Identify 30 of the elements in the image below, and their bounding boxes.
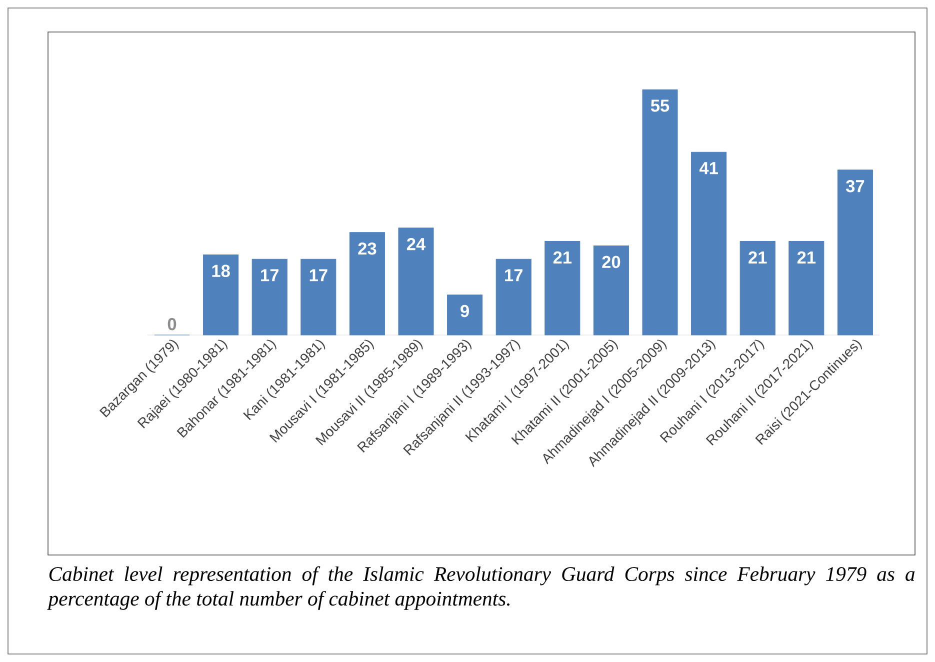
data-label: 23 [358,242,376,255]
bar [496,258,532,336]
bar [447,294,483,336]
data-label: 20 [602,256,620,268]
bar [544,241,580,336]
data-label: 21 [748,251,767,264]
data-label: 37 [846,180,864,192]
data-label: 24 [406,238,426,250]
bar [740,241,776,336]
data-label: 0 [168,318,176,330]
data-label: 21 [797,251,816,264]
data-label: 17 [505,269,522,282]
bar [593,246,629,336]
data-label: 17 [261,269,278,282]
data-label: 18 [212,264,230,278]
bar [252,258,288,336]
bar [691,152,727,336]
data-label: 9 [460,304,469,318]
bar [642,89,678,336]
data-label: 41 [699,162,718,174]
bar [349,232,385,336]
bar [788,241,824,336]
data-label: 55 [650,100,670,112]
bar [300,258,336,336]
text: Cabinet level representation of the Islamic Revolutionary Guard Corps since February 1979 as a percentage of the total number of cabinet appointments. [47,566,915,610]
bar [398,228,434,336]
bar [837,170,873,336]
bar [203,254,239,336]
data-label: 17 [310,269,328,282]
data-label: 21 [553,251,572,264]
